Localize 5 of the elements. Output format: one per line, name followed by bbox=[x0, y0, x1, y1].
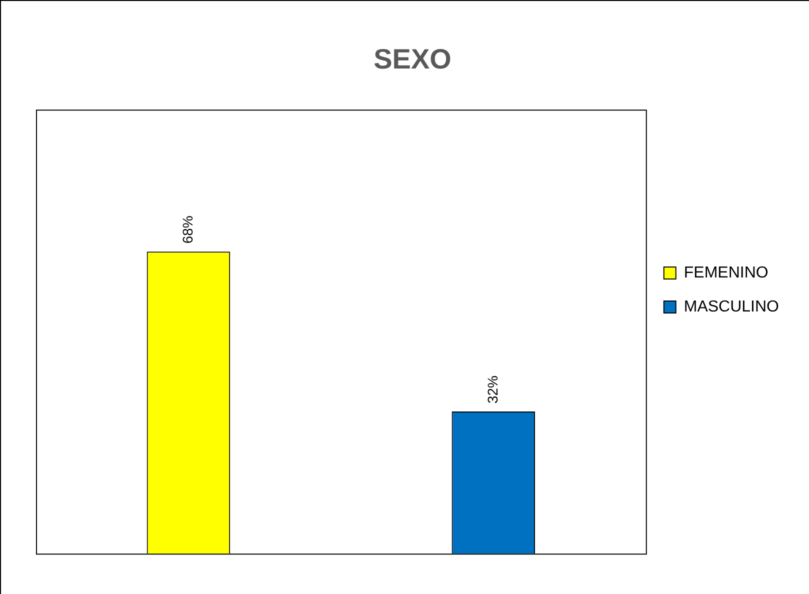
data-label: 68% bbox=[179, 216, 196, 244]
chart-title: SEXO bbox=[374, 44, 452, 75]
legend-label: FEMENINO bbox=[684, 264, 768, 282]
legend-label: MASCULINO bbox=[684, 298, 779, 316]
data-label: 32% bbox=[484, 375, 500, 404]
